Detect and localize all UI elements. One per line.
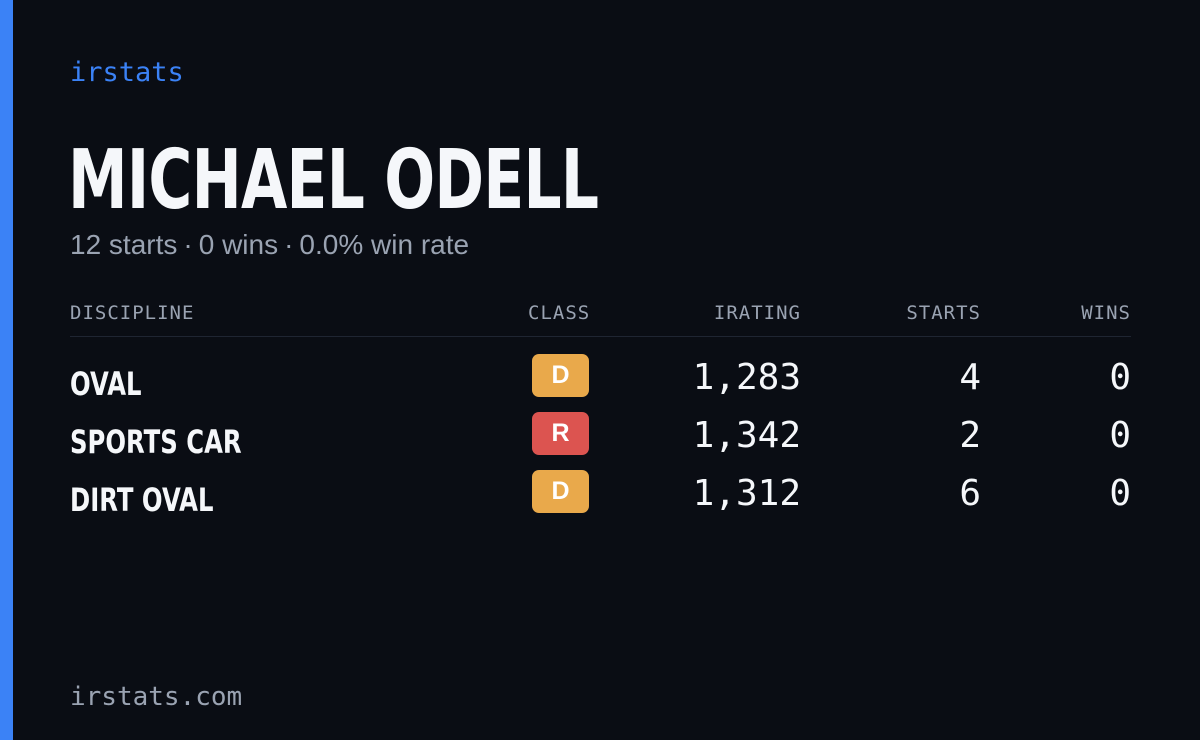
header-discipline: DISCIPLINE (70, 302, 195, 324)
summary-starts: 12 starts (70, 229, 178, 260)
summary-separator: · (284, 229, 294, 260)
brand-logo[interactable]: irstats (70, 57, 184, 88)
discipline-name: SPORTS CAR (70, 423, 242, 461)
irating-value: 1,283 (692, 357, 801, 398)
starts-value: 6 (959, 473, 981, 514)
irating-value: 1,312 (692, 473, 801, 514)
wins-value: 0 (1109, 415, 1131, 456)
summary-win-rate: 0.0% win rate (299, 229, 470, 260)
footer-url[interactable]: irstats.com (70, 682, 243, 712)
header-irating: IRATING (713, 302, 801, 324)
license-class-badge: D (532, 470, 589, 513)
wins-value: 0 (1109, 357, 1131, 398)
table-row: SPORTS CAR R 1,342 2 0 (70, 412, 1131, 462)
starts-value: 2 (959, 415, 981, 456)
driver-name: MICHAEL ODELL (68, 133, 599, 228)
accent-bar (0, 0, 13, 740)
irating-value: 1,342 (692, 415, 801, 456)
license-class-badge: D (532, 354, 589, 397)
wins-value: 0 (1109, 473, 1131, 514)
summary-separator: · (183, 229, 193, 260)
header-wins: WINS (1081, 302, 1131, 324)
header-starts: STARTS (906, 302, 981, 324)
starts-value: 4 (959, 357, 981, 398)
table-row: DIRT OVAL D 1,312 6 0 (70, 470, 1131, 520)
summary-wins: 0 wins (198, 229, 279, 260)
header-class: CLASS (528, 302, 591, 324)
table-row: OVAL D 1,283 4 0 (70, 354, 1131, 404)
stats-table-header: DISCIPLINE CLASS IRATING STARTS WINS (70, 298, 1131, 337)
license-class-badge: R (532, 412, 589, 455)
driver-summary: 12 starts · 0 wins · 0.0% win rate (70, 228, 469, 262)
discipline-name: OVAL (70, 365, 142, 403)
discipline-name: DIRT OVAL (70, 481, 214, 519)
